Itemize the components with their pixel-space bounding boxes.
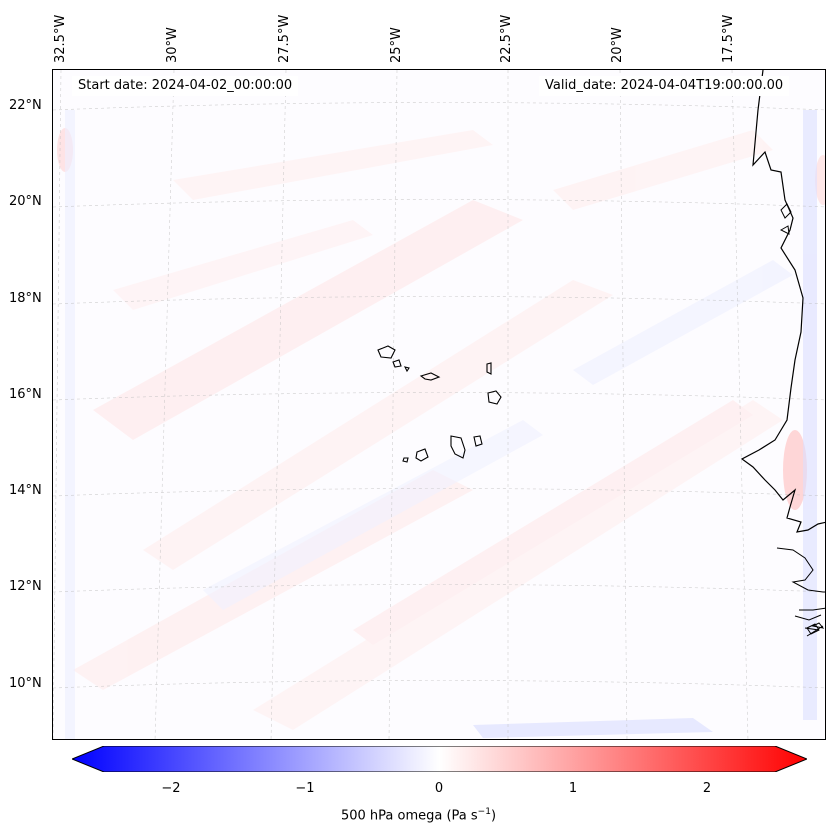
lon-label-17-5w: 17.5°W: [721, 14, 736, 63]
colorbar-tick-2: 2: [702, 781, 712, 796]
lat-label-12n: 12°N: [9, 579, 42, 594]
colorbar-tick-0: 0: [434, 781, 444, 796]
senegal-river-coast: [776, 547, 825, 593]
colorbar-tick-neg1: −1: [295, 781, 315, 796]
colorbar-gradient: [72, 746, 807, 772]
island-santa-luzia: [403, 366, 410, 373]
omega-negative-streaks: [65, 110, 817, 739]
cape-verde-islands: [377, 345, 502, 463]
island-santo-antao: [377, 345, 396, 359]
guinea-coast: [794, 607, 825, 637]
map-gridlines: [53, 70, 825, 739]
bijagos-islands: [806, 622, 825, 635]
omega-field-svg: [53, 70, 825, 739]
island-brava: [402, 457, 409, 463]
omega-colorbar: [72, 746, 807, 772]
lat-label-22n: 22°N: [9, 98, 42, 113]
africa-coastline: [740, 70, 825, 533]
colorbar-tick-neg2: −2: [161, 781, 181, 796]
valid-date-label: Valid_date: 2024-04-04T19:00:00.00: [539, 76, 790, 96]
lat-label-10n: 10°N: [9, 676, 42, 691]
lat-label-18n: 18°N: [9, 291, 42, 306]
start-date-label: Start date: 2024-04-02_00:00:00: [72, 76, 299, 96]
island-sal: [486, 362, 492, 375]
lat-label-14n: 14°N: [9, 483, 42, 498]
lon-label-22-5w: 22.5°W: [499, 14, 514, 63]
island-fogo: [415, 448, 429, 462]
lon-label-27-5w: 27.5°W: [277, 14, 292, 63]
island-santiago: [450, 435, 466, 459]
omega-map-panel: [52, 69, 826, 740]
omega-positive-streaks: [57, 128, 825, 730]
island-boa-vista: [487, 390, 502, 405]
lon-label-30w: 30°W: [165, 27, 180, 63]
island-sao-vicente: [392, 359, 402, 368]
lat-label-16n: 16°N: [9, 387, 42, 402]
colorbar-tick-1: 1: [568, 781, 578, 796]
island-maio: [473, 435, 483, 447]
island-sao-nicolau: [419, 372, 441, 381]
lon-label-25w: 25°W: [389, 27, 404, 63]
lon-label-32-5w: 32.5°W: [53, 14, 68, 63]
colorbar-label: 500 hPa omega (Pa s−1): [340, 807, 497, 824]
lon-label-20w: 20°W: [610, 27, 625, 63]
canary-coast-islands: [779, 203, 792, 235]
lat-label-20n: 20°N: [9, 194, 42, 209]
